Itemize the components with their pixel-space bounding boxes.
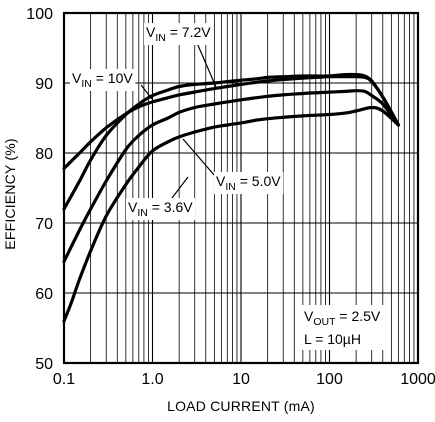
x-axis-title: LOAD CURRENT (mA) <box>167 398 315 414</box>
label-background <box>214 172 284 194</box>
y-tick-label: 80 <box>35 146 53 163</box>
y-tick-labels: 50 60 70 80 90 100 <box>26 6 53 373</box>
conditions-box <box>300 305 385 350</box>
label-background <box>70 69 136 91</box>
data-series <box>62 72 400 323</box>
leader-line <box>171 176 189 199</box>
vout-annotation: VOUT = 2.5V <box>304 308 381 328</box>
label-background <box>144 23 214 45</box>
label-leaders <box>140 42 217 199</box>
x-tick-label: 100 <box>316 371 343 388</box>
x-tick-label: 0.1 <box>53 371 75 388</box>
x-tick-labels: 0.1 1.0 10 100 1000 <box>53 371 435 388</box>
x-tick-label: 1000 <box>400 371 435 388</box>
series-label-vin-10v: VIN = 10V <box>72 70 133 90</box>
y-axis-title: EFFICIENCY (%) <box>2 138 18 249</box>
series-label-vin-3-6v: VIN = 3.6V <box>128 199 193 219</box>
y-tick-label: 90 <box>35 76 53 93</box>
y-tick-label: 60 <box>35 286 53 303</box>
series-label-vin-5-0v: VIN = 5.0V <box>216 173 281 193</box>
efficiency-curve-1 <box>62 75 400 170</box>
x-tick-label: 1.0 <box>141 371 163 388</box>
series-labels: VIN = 7.2V VIN = 10V VIN = 5.0V VIN = 3.… <box>70 23 284 220</box>
y-tick-label: 100 <box>26 6 53 23</box>
x-tick-label: 10 <box>232 371 250 388</box>
leader-line <box>196 42 217 88</box>
y-tick-label: 70 <box>35 216 53 233</box>
inductor-annotation: L = 10µH <box>304 331 361 347</box>
label-background <box>126 198 196 220</box>
efficiency-curve-3 <box>62 105 400 323</box>
plot-frame <box>62 11 420 365</box>
y-tick-label: 50 <box>35 356 53 373</box>
leader-line <box>182 138 216 177</box>
test-conditions: VOUT = 2.5V L = 10µH <box>300 305 385 350</box>
leader-line <box>140 84 153 100</box>
efficiency-curve-2 <box>62 89 400 264</box>
series-label-vin-7-2v: VIN = 7.2V <box>146 24 211 44</box>
